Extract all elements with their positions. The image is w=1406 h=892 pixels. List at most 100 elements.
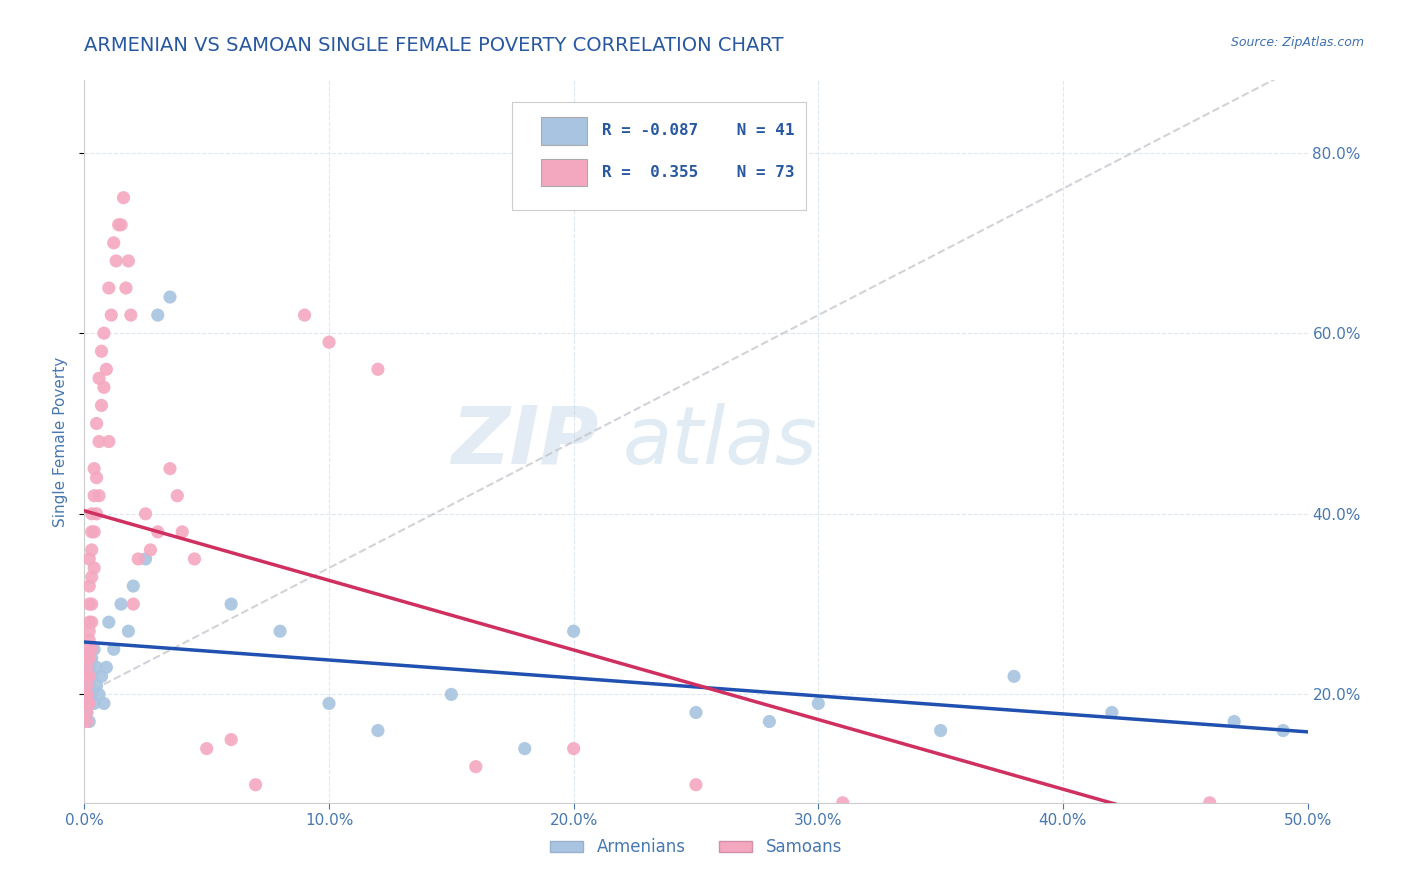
Point: [77, 633, 100, 648]
Point: [245, 778, 267, 792]
Y-axis label: Single Female Poverty: Single Female Poverty: [53, 357, 69, 526]
Point: [464, 760, 486, 774]
Point: [97, 281, 120, 295]
Point: [146, 308, 169, 322]
Point: [87, 489, 110, 503]
Point: [83, 489, 105, 503]
Point: [76, 642, 98, 657]
Point: [93, 380, 115, 394]
Point: [80, 524, 103, 539]
Point: [77, 651, 100, 665]
Point: [107, 218, 129, 232]
Point: [110, 218, 132, 232]
Point: [80, 669, 103, 683]
Point: [135, 507, 157, 521]
FancyBboxPatch shape: [513, 102, 806, 211]
Point: [86, 507, 108, 521]
Point: [172, 524, 194, 539]
Point: [93, 697, 115, 711]
Point: [159, 290, 181, 304]
Point: [76, 669, 98, 683]
Point: [195, 741, 218, 756]
Point: [77, 660, 100, 674]
Point: [96, 362, 118, 376]
Point: [269, 624, 291, 639]
Point: [96, 660, 118, 674]
Point: [139, 542, 162, 557]
Text: atlas: atlas: [623, 402, 817, 481]
Point: [440, 687, 463, 701]
Point: [80, 642, 103, 657]
Text: R = -0.087    N = 41: R = -0.087 N = 41: [602, 123, 794, 138]
Point: [110, 597, 132, 611]
Point: [87, 687, 110, 701]
Point: [562, 741, 585, 756]
FancyBboxPatch shape: [541, 117, 588, 145]
Point: [146, 524, 169, 539]
Point: [685, 778, 707, 792]
Point: [83, 461, 105, 475]
Point: [1198, 796, 1220, 810]
Point: [117, 624, 139, 639]
Point: [117, 253, 139, 268]
Point: [112, 191, 135, 205]
Point: [831, 796, 853, 810]
Point: [135, 552, 157, 566]
Point: [1223, 714, 1246, 729]
Point: [86, 417, 108, 431]
Point: [929, 723, 952, 738]
Point: [97, 615, 120, 630]
Point: [86, 678, 108, 692]
Point: [77, 579, 100, 593]
Point: [86, 660, 108, 674]
Point: [80, 651, 103, 665]
Point: [77, 697, 100, 711]
Point: [105, 253, 128, 268]
Point: [97, 434, 120, 449]
Point: [76, 687, 98, 701]
Point: [77, 624, 100, 639]
Point: [80, 542, 103, 557]
Point: [367, 362, 389, 376]
Point: [318, 697, 340, 711]
Point: [122, 597, 145, 611]
Point: [76, 706, 98, 720]
Point: [122, 579, 145, 593]
Point: [87, 434, 110, 449]
Point: [166, 489, 188, 503]
Point: [76, 706, 98, 720]
Text: Source: ZipAtlas.com: Source: ZipAtlas.com: [1230, 36, 1364, 49]
FancyBboxPatch shape: [541, 159, 588, 186]
Point: [77, 597, 100, 611]
Point: [80, 687, 103, 701]
Point: [127, 552, 149, 566]
Text: ARMENIAN VS SAMOAN SINGLE FEMALE POVERTY CORRELATION CHART: ARMENIAN VS SAMOAN SINGLE FEMALE POVERTY…: [84, 36, 785, 54]
Point: [86, 471, 108, 485]
Point: [294, 308, 316, 322]
Point: [1272, 723, 1295, 738]
Point: [90, 669, 112, 683]
Point: [80, 615, 103, 630]
Point: [76, 697, 98, 711]
Point: [77, 714, 100, 729]
Point: [87, 371, 110, 385]
Point: [1002, 669, 1025, 683]
Text: R =  0.355    N = 73: R = 0.355 N = 73: [602, 165, 794, 180]
Point: [83, 697, 105, 711]
Point: [76, 678, 98, 692]
Point: [80, 597, 103, 611]
Point: [807, 697, 830, 711]
Point: [90, 344, 112, 359]
Point: [367, 723, 389, 738]
Point: [83, 642, 105, 657]
Point: [183, 552, 205, 566]
Point: [77, 615, 100, 630]
Point: [77, 552, 100, 566]
Text: ZIP: ZIP: [451, 402, 598, 481]
Point: [685, 706, 707, 720]
Point: [93, 326, 115, 341]
Point: [76, 687, 98, 701]
Point: [83, 524, 105, 539]
Point: [120, 308, 142, 322]
Point: [76, 669, 98, 683]
